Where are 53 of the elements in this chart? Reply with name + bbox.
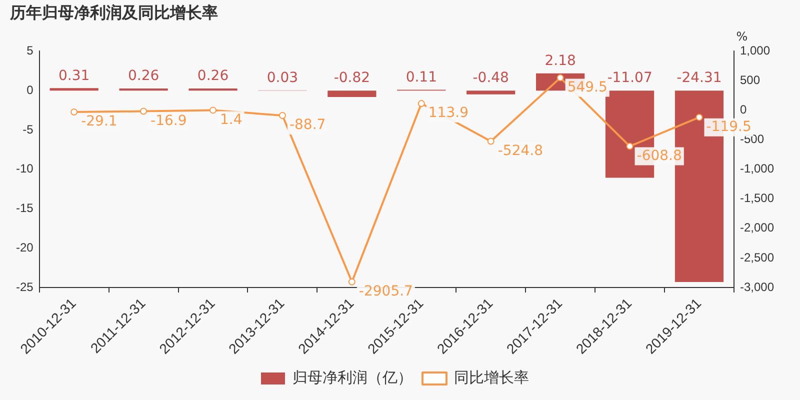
point <box>278 112 286 120</box>
y-tick-label: -10 <box>16 162 34 176</box>
data-label: -2905.7 <box>358 284 413 300</box>
data-label: 0.26 <box>197 68 229 84</box>
y2-tick-label: -2,500 <box>740 250 774 264</box>
legend-label: 归母净利润（亿） <box>292 370 412 387</box>
data-label: -29.1 <box>81 114 118 130</box>
point <box>348 278 356 286</box>
y2-axis-title: % <box>736 29 748 44</box>
data-label: -88.7 <box>289 117 326 134</box>
y2-tick-label: -500 <box>740 132 764 146</box>
point <box>140 108 148 115</box>
point <box>696 114 703 121</box>
data-label: -0.82 <box>334 70 370 86</box>
y2-tick-label: -1,500 <box>740 191 774 206</box>
data-label: -119.5 <box>706 118 752 135</box>
y-tick-label: -15 <box>16 201 34 216</box>
point <box>487 138 494 145</box>
data-label: -524.8 <box>498 142 543 159</box>
point <box>418 100 425 108</box>
data-label: -24.31 <box>676 70 722 86</box>
y2-tick-label: -1,000 <box>740 162 774 176</box>
y-tick-label: 0 <box>26 82 34 97</box>
data-label: 2.18 <box>544 53 576 70</box>
y-tick-label: 5 <box>26 44 34 58</box>
bar <box>50 88 98 91</box>
y-tick-label: -25 <box>16 280 34 294</box>
data-label: -608.8 <box>636 148 682 164</box>
chart-title: 历年归母净利润及同比增长率 <box>9 3 218 22</box>
point <box>210 106 216 114</box>
bar <box>466 90 516 94</box>
y2-tick-label: -3,000 <box>740 280 774 294</box>
data-label: 113.9 <box>428 105 468 122</box>
data-label: 549.5 <box>567 79 608 96</box>
bar <box>328 90 376 98</box>
y-tick-label: -20 <box>16 240 34 254</box>
point <box>626 142 634 150</box>
data-label: 0.26 <box>128 68 160 84</box>
point <box>556 74 564 82</box>
y-tick-label: -5 <box>22 122 34 136</box>
data-label: -11.07 <box>607 70 652 86</box>
data-label: 0.03 <box>266 70 298 86</box>
y2-tick-label: -2,000 <box>740 220 774 235</box>
data-label: -0.48 <box>472 70 509 86</box>
y2-tick-label: 1,000 <box>740 44 770 58</box>
data-label: 0.31 <box>58 68 90 84</box>
data-label: 0.11 <box>406 69 437 86</box>
data-label: -16.9 <box>150 112 187 129</box>
point <box>70 108 78 116</box>
y2-tick-label: 500 <box>740 73 760 88</box>
data-label: 1.4 <box>220 112 242 128</box>
y2-tick-label: 0 <box>740 102 747 117</box>
legend-label: 同比增长率 <box>454 370 529 387</box>
